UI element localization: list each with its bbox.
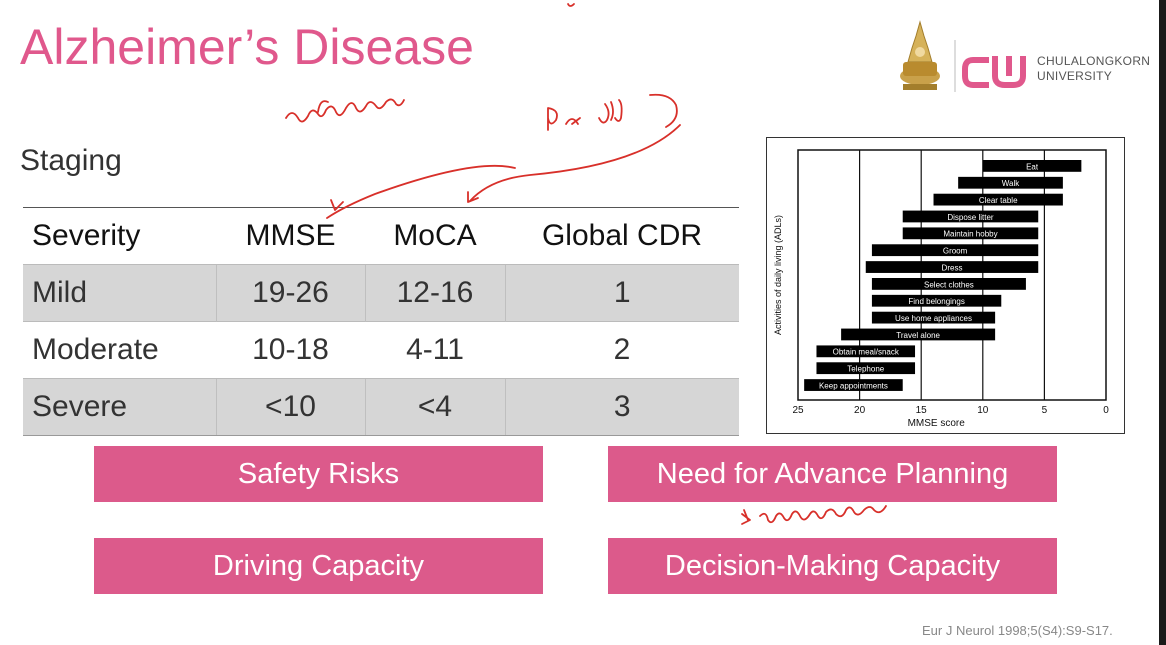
bar-maintain-hobby [902, 227, 1039, 240]
cell: Moderate [23, 321, 216, 379]
table-row: Severe <10 <4 3 [23, 378, 739, 436]
card-advance-planning: Need for Advance Planning [608, 446, 1057, 502]
x-axis-label: MMSE score [908, 418, 966, 429]
bar-label: Dispose litter [947, 213, 994, 222]
x-tick-label: 10 [977, 405, 989, 416]
card-decision-making: Decision-Making Capacity [608, 538, 1057, 594]
slide-title: Alzheimer’s Disease [20, 19, 474, 75]
logo-subname: UNIVERSITY [1037, 69, 1113, 83]
bar-find-belongings [871, 294, 1002, 307]
card-driving-capacity: Driving Capacity [94, 538, 543, 594]
staging-table: Severity MMSE MoCA Global CDR Mild 19-26… [23, 207, 739, 436]
x-tick-label: 20 [854, 405, 866, 416]
bar-label: Obtain meal/snack [833, 348, 900, 357]
bar-select-clothes [871, 278, 1026, 290]
bar-label: Maintain hobby [943, 230, 997, 239]
cell: 10-18 [216, 321, 365, 379]
bar-dispose-litter [902, 210, 1039, 223]
crown-emblem-icon [900, 20, 940, 90]
header-cdr: Global CDR [505, 207, 739, 265]
bar-label: Eat [1026, 162, 1039, 171]
bar-label: Telephone [847, 365, 884, 374]
citation: Eur J Neurol 1998;5(S4):S9-S17. [922, 623, 1113, 638]
university-logo: CHULALONGKORN UNIVERSITY [893, 18, 1153, 98]
card-safety-risks: Safety Risks [94, 446, 543, 502]
table-row: Mild 19-26 12-16 1 [23, 264, 739, 322]
cell: 2 [505, 321, 739, 379]
header-severity: Severity [23, 207, 216, 265]
header-moca: MoCA [365, 207, 505, 265]
bar-use-home-appliances [871, 311, 996, 324]
bar-groom [871, 244, 1039, 257]
bar-label: Select clothes [924, 280, 974, 289]
bar-keep-appointments [804, 379, 903, 391]
bar-dress [865, 261, 1039, 273]
bar-label: Use home appliances [895, 314, 972, 323]
cell: Severe [23, 378, 216, 436]
bar-label: Groom [943, 247, 968, 256]
chart-svg: 25 20 15 10 5 0 MMSE score Activities of daily … [773, 149, 1109, 429]
cell: 3 [504, 378, 739, 436]
cu-mark-icon [962, 56, 1026, 88]
adl-mmse-chart: 25 20 15 10 5 0 MMSE score Activities of daily … [766, 137, 1125, 434]
bar-label: Clear table [979, 196, 1018, 205]
x-tick-label: 15 [916, 405, 928, 416]
section-subtitle: Staging [20, 144, 122, 177]
window-edge [1159, 0, 1166, 645]
table-row: Moderate 10-18 4-11 2 [23, 321, 739, 379]
bar-obtain-meal-snack [816, 345, 916, 358]
logo-name: CHULALONGKORN [1037, 54, 1151, 68]
bar-walk [958, 176, 1063, 189]
logo-text: CHULALONGKORN UNIVERSITY [1037, 54, 1150, 84]
y-axis-label: Activities of daily living (ADLs) [773, 215, 783, 335]
header-mmse: MMSE [216, 207, 365, 265]
bar-travel-alone [841, 328, 996, 341]
table-header-row: Severity MMSE MoCA Global CDR [23, 207, 739, 265]
cell: 12-16 [364, 264, 505, 322]
plot-frame [797, 149, 1107, 401]
cell: Mild [23, 264, 216, 322]
bar-label: Keep appointments [819, 381, 888, 390]
bar-label: Find belongings [908, 297, 964, 306]
cell: <10 [215, 378, 365, 436]
x-tick-label: 5 [1042, 405, 1048, 416]
x-tick-label: 0 [1103, 405, 1109, 416]
card-label: Driving Capacity [212, 549, 425, 582]
card-label: Need for Advance Planning [656, 457, 1009, 490]
cell: <4 [364, 378, 505, 436]
bar-eat [982, 160, 1082, 172]
bar-label: Walk [1002, 179, 1020, 188]
cell: 19-26 [215, 264, 365, 322]
bar-label: Dress [942, 263, 963, 272]
bar-clear-table [933, 193, 1063, 206]
cell: 1 [504, 264, 739, 322]
card-label: Decision-Making Capacity [664, 549, 1001, 582]
bar-label: Travel alone [896, 331, 940, 340]
cell: 4-11 [365, 321, 505, 379]
x-tick-label: 25 [792, 405, 804, 416]
bar-telephone [816, 362, 916, 375]
card-label: Safety Risks [237, 457, 400, 490]
